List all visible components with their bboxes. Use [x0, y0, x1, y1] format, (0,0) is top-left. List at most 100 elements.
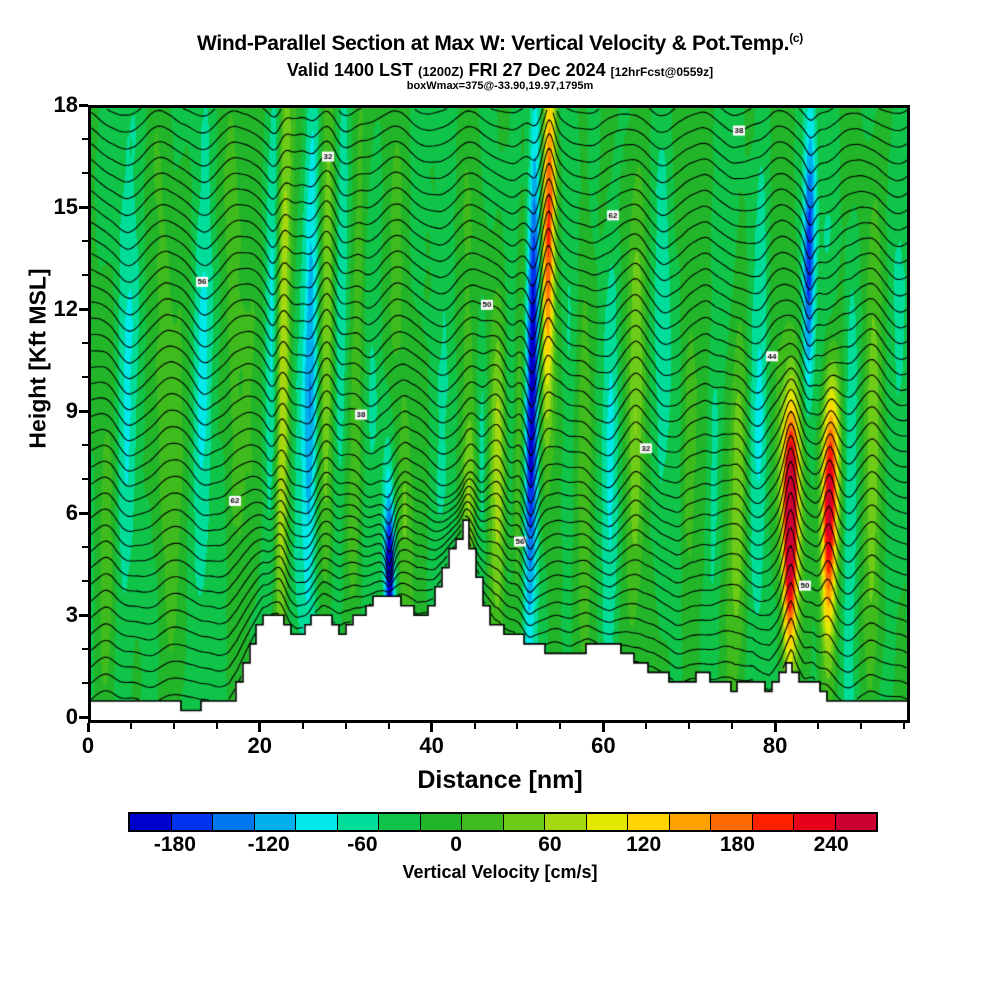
y-tickmark	[82, 648, 88, 650]
colorbar-separator	[544, 814, 545, 830]
colorbar-cell	[254, 814, 295, 830]
colorbar-cell	[213, 814, 254, 830]
y-tickmark	[79, 103, 88, 107]
colorbar-cell	[669, 814, 710, 830]
colorbar-ticklabel: 240	[813, 833, 849, 856]
colorbar-ticklabel: 0	[450, 833, 462, 856]
y-tickmark	[82, 172, 88, 174]
x-tickmark	[688, 723, 691, 729]
chart-subtitle: Valid 1400 LST (1200Z) FRI 27 Dec 2024 […	[0, 60, 1000, 81]
y-axis-title: Height [Kft MSL]	[24, 268, 51, 449]
colorbar-ticklabel: 60	[538, 833, 562, 856]
colorbar-separator	[212, 814, 213, 830]
y-tickmark	[79, 307, 88, 311]
y-tickmark	[82, 274, 88, 276]
y-tickmark	[79, 511, 88, 515]
colorbar-ticklabel: -60	[347, 833, 378, 856]
x-tickmark	[601, 723, 605, 732]
valid-date-label: FRI 27 Dec 2024	[468, 60, 606, 80]
x-tickmark	[731, 723, 734, 729]
colorbar-cell	[628, 814, 669, 830]
x-axis-ticklabels: 0 20 40 60 80	[82, 733, 910, 763]
x-tickmark	[559, 723, 562, 729]
x-tickmark	[387, 723, 390, 729]
chart-title-text: Wind-Parallel Section at Max W: Vertical…	[196, 32, 790, 55]
colorbar-separator	[710, 814, 711, 830]
x-tickmark	[258, 723, 262, 732]
colorbar-separator	[793, 814, 794, 830]
colorbar-separator	[627, 814, 628, 830]
colorbar-cell	[337, 814, 378, 830]
x-ticklabel: 20	[247, 733, 273, 758]
x-tickmark	[903, 723, 905, 729]
colorbar-separator	[834, 814, 836, 830]
forecast-label: [12hrFcst@0559z]	[610, 65, 714, 79]
colorbar-cell	[379, 814, 420, 830]
colorbar-ticklabel: 120	[626, 833, 662, 856]
y-ticklabel: 6	[65, 500, 78, 525]
colorbar-ticklabel: 180	[719, 833, 755, 856]
x-tickmark	[129, 723, 132, 729]
colorbar-separator	[295, 814, 296, 830]
y-tickmark	[82, 138, 88, 140]
colorbar-ticklabels: -180 -120 -60 0 60 120 180 240	[128, 833, 878, 861]
colorbar-separator	[253, 814, 255, 830]
x-tickmark	[430, 723, 434, 732]
y-tickmark	[82, 240, 88, 242]
colorbar-cell	[462, 814, 503, 830]
colorbar-cell	[711, 814, 752, 830]
x-ticklabel: 40	[419, 733, 444, 758]
x-tickmark	[473, 723, 476, 729]
y-tickmark	[82, 546, 88, 548]
y-axis-ticklabels: 0 3 6 9 12 15 18	[28, 94, 78, 728]
chart-annotation: boxWmax=375@-33.90,19.97,1795m	[406, 80, 594, 92]
y-tickmark	[82, 342, 88, 344]
x-axis-tickmarks	[86, 723, 910, 735]
y-axis-tickmarks	[66, 103, 88, 723]
y-ticklabel: 12	[53, 296, 78, 321]
y-ticklabel: 9	[65, 398, 78, 423]
y-tickmark	[82, 478, 88, 480]
y-tickmark	[79, 613, 88, 617]
valid-time-label: Valid 1400 LST	[286, 60, 413, 80]
colorbar-cell	[420, 814, 461, 830]
x-ticklabel: 80	[762, 733, 788, 758]
colorbar-cell	[503, 814, 544, 830]
y-tickmark	[82, 682, 88, 684]
y-tickmark	[79, 715, 88, 719]
colorbar-ticklabel: -120	[247, 833, 290, 856]
colorbar-cell	[545, 814, 586, 830]
colorbar-separator	[668, 814, 670, 830]
colorbar-separator	[170, 814, 172, 830]
colorbar-cell	[835, 814, 876, 830]
valid-utc-label: (1200Z)	[418, 64, 464, 79]
y-ticklabel: 3	[65, 602, 78, 627]
y-ticklabel: 15	[53, 194, 78, 219]
x-tickmark	[773, 723, 777, 732]
colorbar-cell	[752, 814, 793, 830]
colorbar-separator	[378, 814, 379, 830]
y-ticklabel: 0	[65, 704, 78, 729]
vertical-velocity-field	[91, 108, 907, 720]
colorbar-separator	[336, 814, 338, 830]
x-tickmark	[172, 723, 175, 729]
x-ticklabel: 0	[81, 733, 95, 758]
colorbar-title: Vertical Velocity [cm/s]	[402, 862, 598, 882]
colorbar-separator	[585, 814, 587, 830]
y-ticklabel: 18	[53, 92, 78, 117]
copyright-mark: (c)	[789, 31, 803, 45]
colorbar-separator	[419, 814, 421, 830]
x-tickmark	[516, 723, 519, 729]
colorbar-cell	[171, 814, 212, 830]
y-tickmark	[82, 376, 88, 378]
x-tickmark	[215, 723, 218, 729]
x-tickmark	[344, 723, 347, 729]
y-tickmark	[79, 205, 88, 209]
y-tickmark	[82, 444, 88, 446]
plot-area	[88, 105, 910, 723]
colorbar-separator	[751, 814, 753, 830]
colorbar-cell	[130, 814, 171, 830]
x-tickmark	[301, 723, 304, 729]
colorbar-cell	[586, 814, 627, 830]
